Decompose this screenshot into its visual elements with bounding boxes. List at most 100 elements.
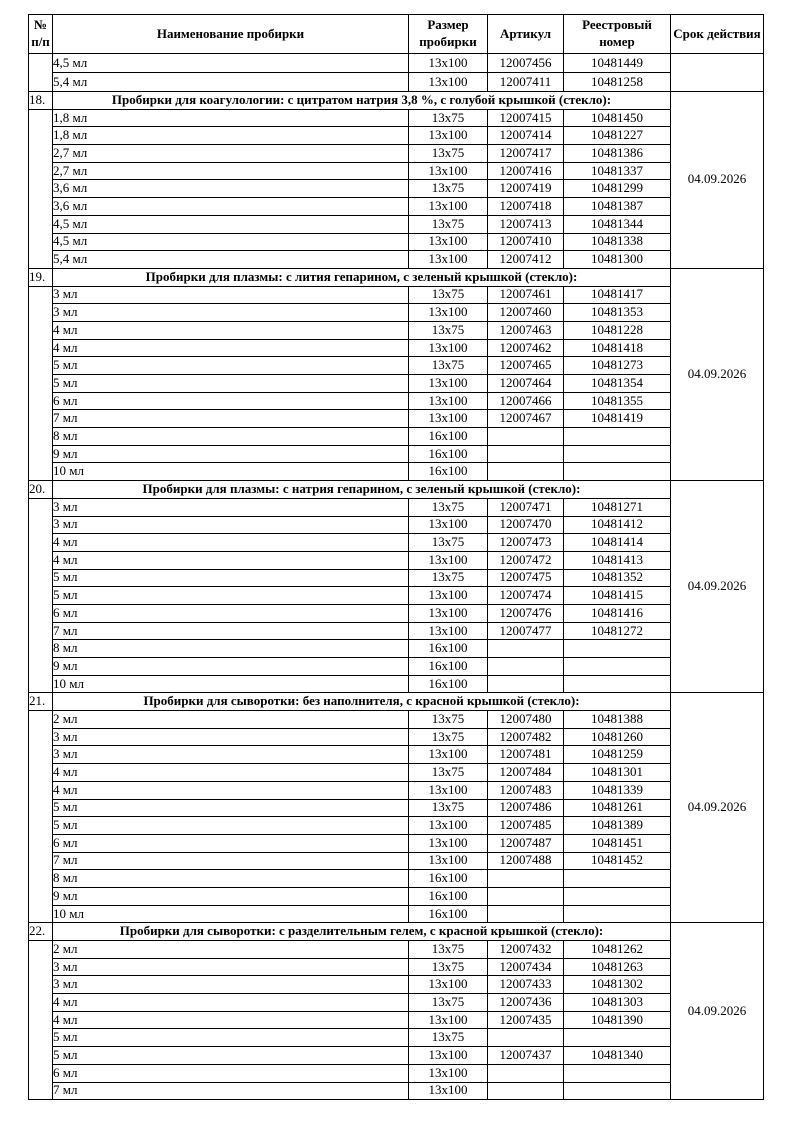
cell-tube-size: 16x100 (408, 462, 488, 482)
cell-article: 12007467 (487, 409, 564, 429)
cell-reg-number: 10481389 (563, 816, 671, 835)
cell-tube-name: 4 мл (52, 1010, 409, 1030)
cell-article (487, 444, 564, 464)
table-row: 8 мл 16x100 (29, 639, 764, 658)
cell-article (487, 427, 564, 446)
cell-article: 12007484 (487, 763, 564, 782)
table-row: 4 мл 13x75 12007473 10481414 (29, 533, 764, 552)
table-row: 2,7 мл 13x100 12007416 10481337 (29, 161, 764, 181)
table-row: 8 мл 16x100 (29, 427, 764, 446)
cell-tube-size: 13x75 (408, 179, 488, 199)
cell-reg-number: 10481412 (563, 515, 671, 535)
cell-reg-number (563, 674, 671, 694)
cell-tube-name: 9 мл (52, 444, 409, 464)
cell-reg-number: 10481417 (563, 285, 671, 305)
cell-article: 12007472 (487, 550, 564, 570)
table-row: 5 мл 13x100 12007437 10481340 (29, 1046, 764, 1065)
header-num: № п/п (28, 14, 53, 54)
cell-tube-name: 6 мл (52, 603, 409, 623)
cell-reg-number (563, 444, 671, 464)
table-row: 3 мл 13x75 12007434 10481263 (29, 957, 764, 977)
cell-reg-number: 10481258 (563, 72, 671, 92)
cell-tube-size: 13x75 (408, 940, 488, 959)
cell-tube-name: 10 мл (52, 674, 409, 694)
table-row: 5 мл 13x75 12007475 10481352 (29, 568, 764, 588)
cell-article: 12007434 (487, 957, 564, 977)
cell-tube-name: 5 мл (52, 798, 409, 818)
table-row: 7 мл 13x100 12007488 10481452 (29, 851, 764, 871)
cell-article: 12007435 (487, 1010, 564, 1030)
cell-article: 12007418 (487, 197, 564, 216)
cell-tube-name: 5 мл (52, 374, 409, 393)
section-title-row: 20. Пробирки для плазмы: с натрия гепарин… (28, 480, 764, 694)
cell-article: 12007466 (487, 391, 564, 411)
table-row: 3 мл 13x100 12007481 10481259 (29, 745, 764, 765)
cell-article: 12007481 (487, 745, 564, 765)
cell-tube-name: 4 мл (52, 763, 409, 782)
table-row: 9 мл 16x100 (29, 444, 764, 464)
cell-article: 12007412 (487, 250, 564, 269)
cell-article: 12007483 (487, 780, 564, 800)
cell-section-num-spacer (28, 710, 53, 924)
cell-article: 12007485 (487, 816, 564, 835)
cell-article: 12007413 (487, 214, 564, 234)
cell-tube-name: 4 мл (52, 550, 409, 570)
header-reg: Реестровый номер (563, 14, 671, 54)
cell-tube-size: 13x75 (408, 727, 488, 747)
header-article: Артикул (487, 14, 564, 54)
table-row: 1,8 мл 13x100 12007414 10481227 (29, 126, 764, 146)
cell-tube-size: 13x100 (408, 621, 488, 641)
cell-reg-number: 10481263 (563, 957, 671, 977)
registry-table: № п/п Наименование пробирки Размер проби… (28, 14, 764, 1101)
header-validity: Срок действия (670, 14, 764, 54)
cell-reg-number: 10481451 (563, 833, 671, 853)
cell-tube-name: 5 мл (52, 1046, 409, 1065)
cell-tube-size: 13x100 (408, 409, 488, 429)
cell-article: 12007410 (487, 232, 564, 252)
cell-tube-name: 1,8 мл (52, 108, 409, 128)
cell-reg-number (563, 1028, 671, 1048)
cell-reg-number: 10481388 (563, 710, 671, 729)
cell-article: 12007476 (487, 603, 564, 623)
cell-article (487, 904, 564, 924)
cell-reg-number: 10481337 (563, 161, 671, 181)
cell-validity-empty (670, 53, 764, 92)
cell-reg-number: 10481354 (563, 374, 671, 393)
cell-tube-size: 16x100 (408, 444, 488, 464)
cell-reg-number (563, 1063, 671, 1083)
table-row: 3 мл 13x75 12007471 10481271 (28, 497, 764, 694)
section-title: Пробирки для коагулологии: с цитратом на… (52, 91, 671, 110)
table-row: 5,4 мл 13x100 12007411 10481258 (29, 72, 764, 92)
cell-reg-number: 10481353 (563, 303, 671, 322)
cell-tube-size: 13x100 (408, 975, 488, 995)
section-title: Пробирки для плазмы: с натрия гепарином,… (52, 480, 671, 499)
cell-tube-size: 13x100 (408, 745, 488, 765)
cell-article (487, 639, 564, 658)
cell-article: 12007474 (487, 586, 564, 605)
cell-reg-number: 10481302 (563, 975, 671, 995)
section-title: Пробирки для сыворотки: с разделительным… (52, 922, 671, 941)
table-row: 10 мл 16x100 (29, 462, 764, 482)
cell-article (487, 1081, 564, 1101)
cell-reg-number: 10481416 (563, 603, 671, 623)
cell-tube-size: 13x75 (408, 993, 488, 1012)
table-row: 7 мл 13x100 12007477 10481272 (29, 621, 764, 641)
cell-reg-number: 10481386 (563, 144, 671, 163)
cell-reg-number: 10481262 (563, 940, 671, 959)
cell-reg-number: 10481228 (563, 320, 671, 340)
table-row: 4,5 мл 13x100 12007410 10481338 (29, 232, 764, 252)
cell-article: 12007471 (487, 497, 564, 517)
cell-tube-name: 5 мл (52, 356, 409, 375)
table-row: 7 мл 13x100 (29, 1081, 764, 1101)
cell-tube-name: 8 мл (52, 869, 409, 888)
cell-reg-number: 10481300 (563, 250, 671, 269)
cell-article: 12007433 (487, 975, 564, 995)
cell-tube-size: 13x100 (408, 515, 488, 535)
table-row: 4 мл 13x100 12007472 10481413 (29, 550, 764, 570)
cell-tube-name: 6 мл (52, 833, 409, 853)
cell-section-num-spacer (28, 108, 53, 269)
table-row: 3 мл 13x75 12007461 10481417 (28, 285, 764, 482)
cell-article: 12007411 (487, 72, 564, 92)
cell-reg-number: 10481390 (563, 1010, 671, 1030)
cell-tube-name: 2,7 мл (52, 144, 409, 163)
